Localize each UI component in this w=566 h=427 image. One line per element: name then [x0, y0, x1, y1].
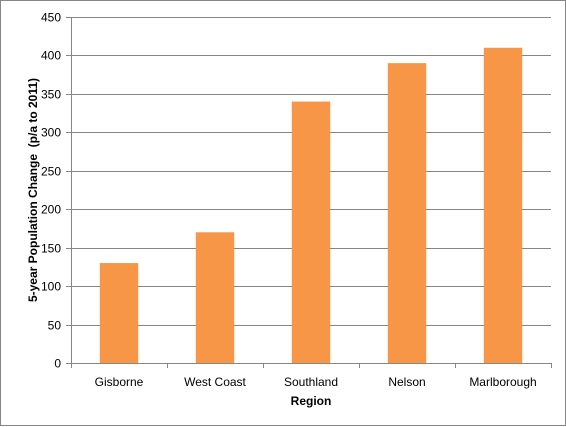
y-tick-labels: 0 50 100 150 200 250 300 350 400 450 — [41, 11, 61, 371]
y-tick-label: 300 — [41, 126, 61, 140]
y-tick-label: 0 — [54, 357, 61, 371]
y-tick-label: 250 — [41, 165, 61, 179]
axes — [71, 17, 551, 364]
x-tick-label: Nelson — [388, 375, 425, 389]
x-tick-label: Gisborne — [95, 375, 144, 389]
bars — [99, 47, 523, 364]
x-tick-labels: Gisborne West Coast Southland Nelson Marlbor… — [95, 375, 537, 389]
y-tick-label: 200 — [41, 203, 61, 217]
x-tick-label: Marlborough — [469, 375, 536, 389]
y-tick-label: 150 — [41, 242, 61, 256]
y-axis-title: 5-year Population Change (p/a to 2011) — [26, 78, 40, 302]
y-tick-label: 450 — [41, 11, 61, 25]
bar — [387, 63, 427, 364]
x-axis-title: Region — [291, 394, 332, 408]
y-tick-label: 50 — [48, 319, 62, 333]
bar — [99, 263, 139, 363]
bar — [483, 47, 523, 363]
bar — [291, 101, 331, 364]
x-tick-label: Southland — [284, 375, 338, 389]
bar — [195, 232, 235, 363]
y-tick-label: 100 — [41, 280, 61, 294]
y-tick-label: 400 — [41, 49, 61, 63]
x-tick-label: West Coast — [184, 375, 246, 389]
y-tick-label: 350 — [41, 88, 61, 102]
